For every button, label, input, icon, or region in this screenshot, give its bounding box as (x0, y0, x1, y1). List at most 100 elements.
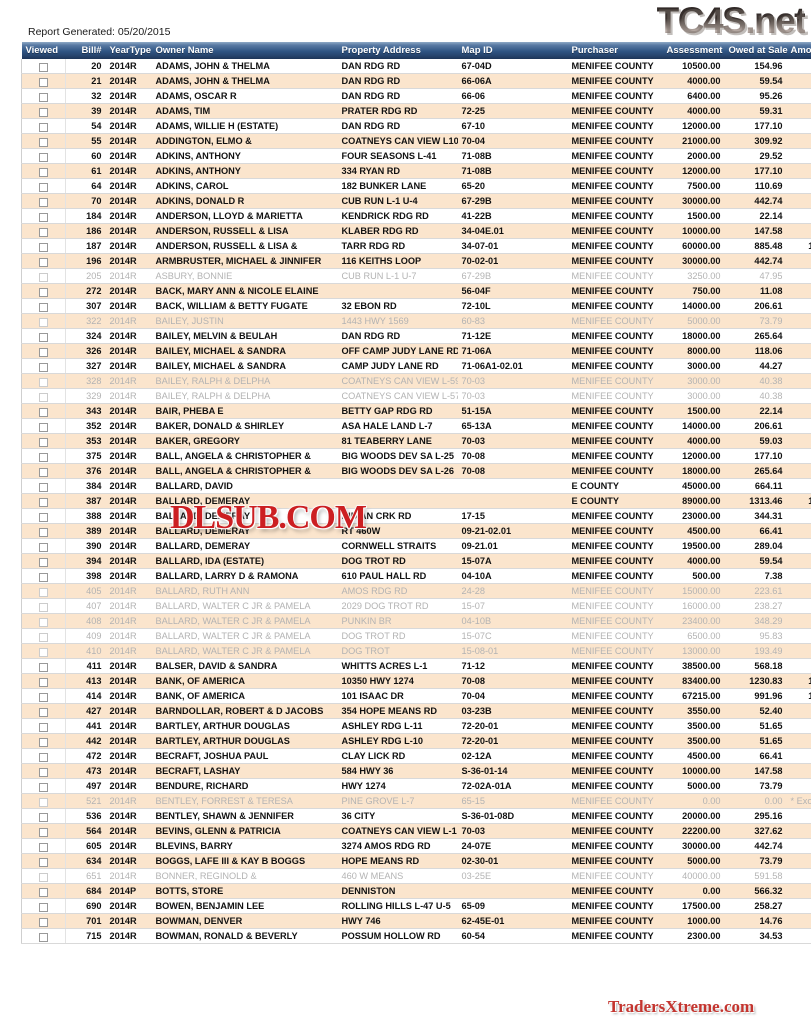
column-header-purchaser[interactable]: Purchaser (567, 42, 663, 59)
viewed-checkbox[interactable] (39, 122, 48, 132)
viewed-checkbox[interactable] (39, 782, 48, 792)
viewed-cell[interactable] (21, 808, 66, 824)
viewed-cell[interactable] (21, 643, 66, 659)
table-row[interactable]: 473 2014R BECRAFT, LASHAY 584 HWY 36 S-36-01… (21, 763, 811, 779)
table-row[interactable]: 307 2014R BACK, WILLIAM & BETTY FUGATE 32 E… (21, 298, 811, 314)
viewed-checkbox[interactable] (39, 152, 48, 162)
table-row[interactable]: 326 2014R BAILEY, MICHAEL & SANDRA OFF CAMP… (21, 343, 811, 359)
viewed-cell[interactable] (21, 73, 66, 89)
viewed-cell[interactable] (21, 238, 66, 254)
table-row[interactable]: 324 2014R BAILEY, MELVIN & BEULAH DAN RDG R… (21, 328, 811, 344)
table-row[interactable]: 70 2014R ADKINS, DONALD R CUB RUN L-1 U-4 67… (21, 193, 811, 209)
viewed-checkbox[interactable] (39, 347, 48, 357)
viewed-cell[interactable] (21, 358, 66, 374)
viewed-cell[interactable] (21, 763, 66, 779)
viewed-cell[interactable] (21, 733, 66, 749)
viewed-cell[interactable] (21, 538, 66, 554)
viewed-cell[interactable] (21, 373, 66, 389)
viewed-checkbox[interactable] (39, 677, 48, 687)
viewed-checkbox[interactable] (39, 212, 48, 222)
viewed-checkbox[interactable] (39, 812, 48, 822)
table-row[interactable]: 390 2014R BALLARD, DEMERAY CORNWELL STRAITS… (21, 538, 811, 554)
table-row[interactable]: 387 2014R BALLARD, DEMERAY E COUNTY 89000.00… (21, 493, 811, 509)
viewed-cell[interactable] (21, 868, 66, 884)
viewed-cell[interactable] (21, 283, 66, 299)
column-header-viewed[interactable]: Viewed (21, 42, 66, 59)
column-header-owed-at-sale[interactable]: Owed at Sale (724, 42, 788, 59)
table-row[interactable]: 39 2014R ADAMS, TIM PRATER RDG RD 72-25 MENIF… (21, 103, 811, 119)
viewed-cell[interactable] (21, 748, 66, 764)
table-row[interactable]: 408 2014R BALLARD, WALTER C JR & PAMELA PUN… (21, 613, 811, 629)
viewed-cell[interactable] (21, 553, 66, 569)
table-row[interactable]: 564 2014R BEVINS, GLENN & PATRICIA COATNEYS… (21, 823, 811, 839)
viewed-cell[interactable] (21, 523, 66, 539)
viewed-checkbox[interactable] (39, 707, 48, 717)
table-row[interactable]: 388 2014R BALLARD, DEMERAY INDIAN CRK RD 17-… (21, 508, 811, 524)
viewed-cell[interactable] (21, 103, 66, 119)
viewed-cell[interactable] (21, 223, 66, 239)
table-row[interactable]: 394 2014R BALLARD, IDA (ESTATE) DOG TROT RD… (21, 553, 811, 569)
table-row[interactable]: 196 2014R ARMBRUSTER, MICHAEL & JINNIFER 11… (21, 253, 811, 269)
column-header-property-address[interactable]: Property Address (337, 42, 458, 59)
viewed-checkbox[interactable] (39, 872, 48, 882)
table-row[interactable]: 410 2014R BALLARD, WALTER C JR & PAMELA DOG… (21, 643, 811, 659)
table-row[interactable]: 205 2014R ASBURY, BONNIE CUB RUN L-1 U-7 67-… (21, 268, 811, 284)
table-row[interactable]: 405 2014R BALLARD, RUTH ANN AMOS RDG RD 24-2… (21, 583, 811, 599)
viewed-cell[interactable] (21, 928, 66, 944)
table-row[interactable]: 375 2014R BALL, ANGELA & CHRISTOPHER & BIG … (21, 448, 811, 464)
table-row[interactable]: 61 2014R ADKINS, ANTHONY 334 RYAN RD 71-08B M… (21, 163, 811, 179)
viewed-checkbox[interactable] (39, 407, 48, 417)
viewed-checkbox[interactable] (39, 107, 48, 117)
viewed-cell[interactable] (21, 403, 66, 419)
table-row[interactable]: 651 2014R BONNER, REGINOLD & 460 W MEANS 03-… (21, 868, 811, 884)
viewed-cell[interactable] (21, 718, 66, 734)
viewed-cell[interactable] (21, 463, 66, 479)
table-row[interactable]: 690 2014R BOWEN, BENJAMIN LEE ROLLING HILLS… (21, 898, 811, 914)
viewed-checkbox[interactable] (39, 137, 48, 147)
viewed-checkbox[interactable] (39, 287, 48, 297)
table-row[interactable]: 353 2014R BAKER, GREGORY 81 TEABERRY LANE 70… (21, 433, 811, 449)
viewed-checkbox[interactable] (39, 647, 48, 657)
viewed-checkbox[interactable] (39, 392, 48, 402)
viewed-checkbox[interactable] (39, 452, 48, 462)
viewed-checkbox[interactable] (39, 422, 48, 432)
viewed-cell[interactable] (21, 568, 66, 584)
viewed-checkbox[interactable] (39, 257, 48, 267)
viewed-checkbox[interactable] (39, 92, 48, 102)
viewed-cell[interactable] (21, 343, 66, 359)
table-row[interactable]: 376 2014R BALL, ANGELA & CHRISTOPHER & BIG … (21, 463, 811, 479)
table-row[interactable]: 329 2014R BAILEY, RALPH & DELPHA COATNEYS C… (21, 388, 811, 404)
table-row[interactable]: 536 2014R BENTLEY, SHAWN & JENNIFER 36 CITY… (21, 808, 811, 824)
viewed-checkbox[interactable] (39, 917, 48, 927)
table-row[interactable]: 521 2014R BENTLEY, FORREST & TERESA PINE GR… (21, 793, 811, 809)
viewed-checkbox[interactable] (39, 587, 48, 597)
viewed-checkbox[interactable] (39, 557, 48, 567)
column-header-map-id[interactable]: Map ID (457, 42, 568, 59)
table-row[interactable]: 389 2014R BALLARD, DEMERAY RT 460W 09-21-02.… (21, 523, 811, 539)
viewed-cell[interactable] (21, 328, 66, 344)
column-header-yeartype[interactable]: YearType (105, 42, 152, 59)
table-row[interactable]: 352 2014R BAKER, DONALD & SHIRLEY ASA HALE … (21, 418, 811, 434)
viewed-checkbox[interactable] (39, 932, 48, 942)
viewed-cell[interactable] (21, 88, 66, 104)
table-row[interactable]: 442 2014R BARTLEY, ARTHUR DOUGLAS ASHLEY RD… (21, 733, 811, 749)
viewed-cell[interactable] (21, 658, 66, 674)
viewed-checkbox[interactable] (39, 887, 48, 897)
viewed-cell[interactable] (21, 268, 66, 284)
viewed-cell[interactable] (21, 838, 66, 854)
viewed-cell[interactable] (21, 613, 66, 629)
viewed-cell[interactable] (21, 59, 66, 74)
viewed-cell[interactable] (21, 193, 66, 209)
viewed-checkbox[interactable] (39, 572, 48, 582)
viewed-checkbox[interactable] (39, 437, 48, 447)
viewed-cell[interactable] (21, 493, 66, 509)
viewed-cell[interactable] (21, 778, 66, 794)
table-row[interactable]: 605 2014R BLEVINS, BARRY 3274 AMOS RDG RD 24… (21, 838, 811, 854)
viewed-cell[interactable] (21, 418, 66, 434)
viewed-checkbox[interactable] (39, 302, 48, 312)
viewed-cell[interactable] (21, 673, 66, 689)
table-row[interactable]: 21 2014R ADAMS, JOHN & THELMA DAN RDG RD 66-… (21, 73, 811, 89)
viewed-checkbox[interactable] (39, 722, 48, 732)
viewed-cell[interactable] (21, 793, 66, 809)
viewed-checkbox[interactable] (39, 752, 48, 762)
